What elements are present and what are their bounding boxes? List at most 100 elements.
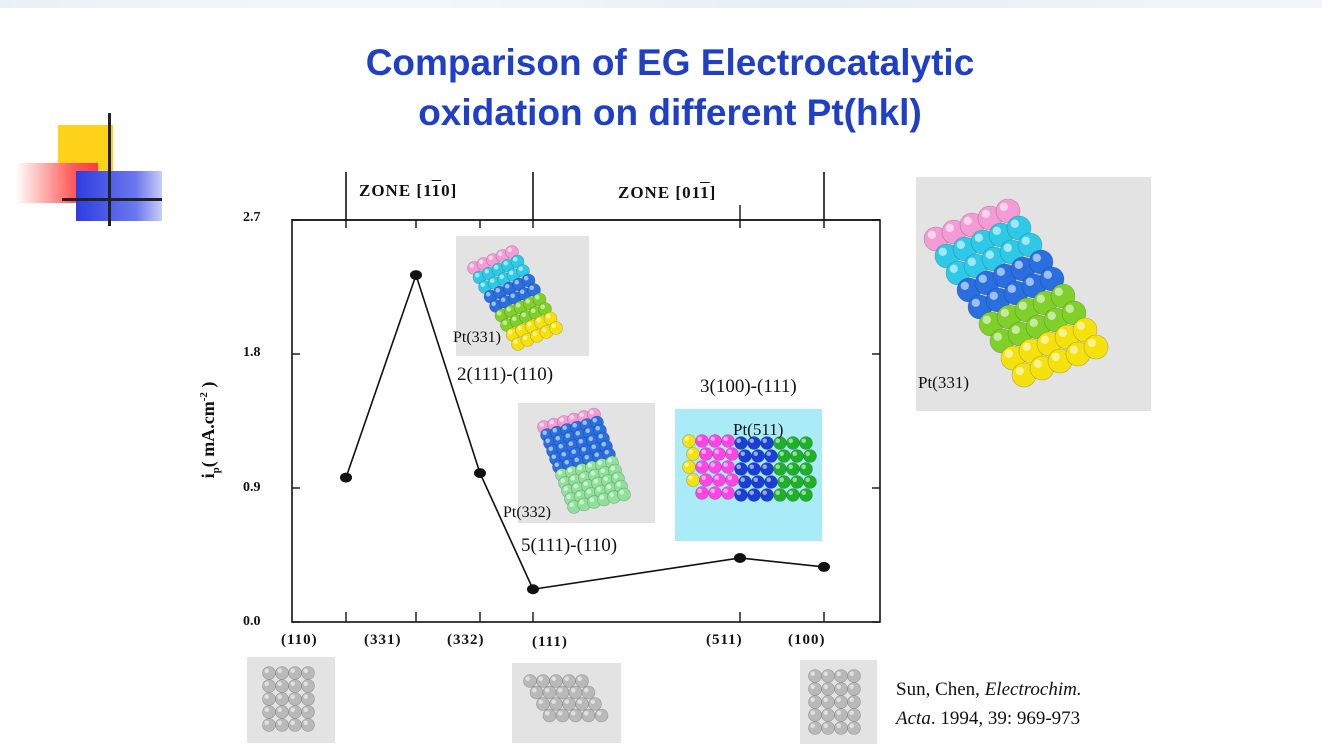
x-tick-label-111: (111) [532,634,568,650]
atom [301,679,315,693]
y-axis-label-sub: p [209,467,222,474]
atom [923,226,949,252]
atom [288,679,302,693]
atom [773,436,787,450]
atom [1047,348,1073,374]
y-tick-label-3: 2.7 [243,210,261,225]
atom [275,705,289,719]
zone-label-2: ZONE [011] [618,183,716,203]
atom [1083,334,1109,360]
atom [952,236,978,262]
atom [760,488,774,502]
atom [301,692,315,706]
zone1-bar-digit: 1 [431,181,442,200]
atom [607,490,621,504]
atom [725,473,739,487]
atom [1036,331,1062,357]
model-pt511-image [682,434,817,502]
atom [529,685,544,700]
atom [959,212,985,238]
atom [288,666,302,680]
atom [699,473,713,487]
model-pt331-large [916,177,1151,411]
atom [834,682,848,696]
atom [1029,355,1055,381]
atom [847,682,861,696]
atom [834,708,848,722]
atom [808,682,822,696]
atom [821,695,835,709]
title-line-2: oxidation on different Pt(hkl) [418,92,922,133]
atom [808,708,822,722]
atom [786,436,800,450]
atom [549,674,563,688]
atom [1018,338,1044,364]
atom [588,697,602,711]
data-point-5 [818,561,830,572]
atom [970,229,996,255]
atom [1000,345,1026,371]
data-point-0 [340,472,352,483]
atom [799,488,813,502]
atom [275,692,289,706]
atom [847,669,861,683]
atom [803,449,817,463]
model-label-pt332: Pt(332) [503,504,551,521]
atom [288,705,302,719]
surface-model-110-image [262,666,315,732]
atom [262,692,276,706]
atom [988,222,1014,248]
atom [847,708,861,722]
zone2-bar-digit: 1 [700,183,710,202]
atom [516,264,530,278]
atom [536,674,550,688]
atom [834,669,848,683]
citation-journal-1: Electrochim. [984,679,1082,700]
atom [527,283,541,297]
atom [575,674,589,688]
atom [686,447,700,461]
atom [834,721,848,735]
x-tick-label-331: (331) [364,632,402,648]
atom [695,434,709,448]
atom [786,462,800,476]
atom [301,666,315,680]
atom [288,718,302,732]
atom [821,721,835,735]
y-tick-label-2: 1.8 [243,345,261,360]
atom [751,475,765,489]
atom [712,473,726,487]
atom [594,708,609,723]
atom [682,460,696,474]
data-point-4 [734,552,746,563]
series-points [340,270,830,595]
zone1-text: ZONE [1 [359,181,432,200]
atom [1054,324,1080,350]
atom [747,462,761,476]
atom [721,460,735,474]
atom [699,447,713,461]
atom [275,718,289,732]
atom [682,434,696,448]
atom [734,462,748,476]
atom [799,462,813,476]
atom [834,695,848,709]
atom [985,287,1011,313]
atom [262,679,276,693]
atom [1021,273,1047,299]
atom [1011,362,1037,388]
atom [262,666,276,680]
zone2-text: ZONE [01 [618,183,701,202]
zone-label-1: ZONE [110] [359,181,457,201]
atom [760,436,774,450]
atom [999,239,1025,265]
model-pt331-large-image [923,198,1109,388]
slide-top-band [0,0,1322,8]
atom [1072,317,1098,343]
atom [799,436,813,450]
slide-title: Comparison of EG Electrocatalytic oxidat… [260,38,1080,138]
atom [777,449,791,463]
atom [1014,297,1040,323]
atom [262,718,276,732]
y-axis-label-sup: -2 [198,392,211,402]
